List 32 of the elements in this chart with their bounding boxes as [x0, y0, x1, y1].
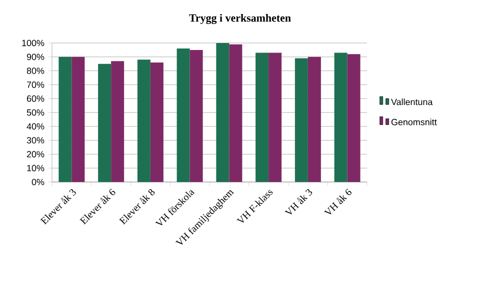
- y-tick-label: 20%: [26, 151, 44, 158]
- bar: [176, 48, 190, 182]
- bar: [216, 43, 230, 182]
- bar: [72, 56, 85, 182]
- y-tick-label: 90%: [26, 54, 44, 60]
- y-tick-label: 60%: [26, 95, 44, 102]
- bar: [268, 52, 282, 182]
- y-tick-label: 40%: [26, 123, 44, 130]
- y-tick-label: 0%: [32, 178, 44, 186]
- legend-label: Vallentuna: [391, 98, 433, 106]
- bar: [137, 60, 150, 182]
- bar: [308, 56, 321, 182]
- bar: [190, 50, 203, 182]
- y-tick-label: 30%: [26, 137, 44, 144]
- x-tick-label: VH åk 6: [324, 188, 352, 214]
- bar: [98, 64, 112, 182]
- bar: [150, 62, 164, 182]
- bar: [229, 44, 242, 182]
- y-tick-label: 50%: [26, 109, 44, 116]
- bar: [58, 56, 72, 182]
- legend-label: Genomsnitt: [391, 118, 437, 126]
- y-tick-label: 70%: [26, 82, 44, 88]
- y-tick-label: 80%: [26, 68, 44, 74]
- y-tick-label: 10%: [27, 164, 44, 172]
- bar: [347, 54, 360, 182]
- bar: [294, 58, 308, 182]
- chart-title: Trygg i verksamheten: [189, 14, 291, 24]
- bar: [256, 52, 269, 182]
- bar: [334, 52, 348, 182]
- y-tick-label: 100%: [22, 40, 44, 46]
- x-tick-label: VH åk 3: [284, 189, 312, 214]
- bar: [111, 61, 124, 182]
